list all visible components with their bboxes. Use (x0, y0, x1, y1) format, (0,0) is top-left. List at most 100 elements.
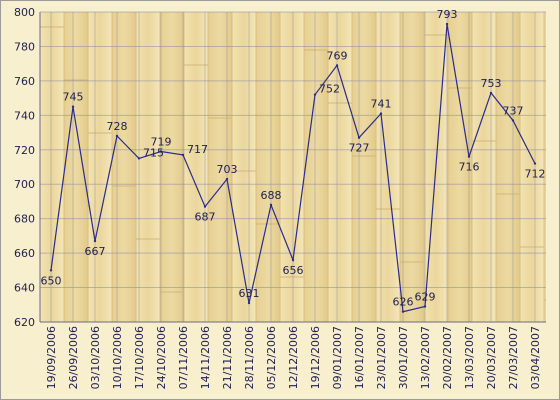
data-label: 753 (481, 77, 502, 90)
y-tick-label: 800 (14, 6, 35, 19)
plot-background (39, 12, 546, 322)
data-label: 667 (85, 245, 106, 258)
data-point (379, 112, 383, 115)
data-point (445, 22, 449, 26)
data-point (225, 177, 229, 181)
wood-plank (304, 12, 328, 322)
data-label: 626 (393, 296, 414, 309)
data-point (71, 105, 75, 108)
data-point (335, 64, 339, 67)
data-label: 793 (437, 8, 458, 21)
x-tick-label: 03/04/2007 (529, 326, 542, 389)
data-point (533, 162, 537, 165)
data-point (181, 153, 185, 157)
data-point (291, 258, 295, 262)
axes (39, 12, 546, 323)
y-tick-label: 760 (14, 75, 35, 88)
data-label: 717 (187, 143, 208, 156)
data-label: 728 (107, 120, 128, 133)
data-label: 712 (525, 168, 546, 181)
data-point (49, 269, 53, 272)
x-tick-label: 10/10/2006 (111, 326, 124, 389)
data-label: 741 (371, 98, 392, 111)
y-tick-label: 680 (14, 213, 35, 226)
data-label: 716 (459, 161, 480, 174)
y-tick-label: 780 (14, 40, 35, 53)
x-tick-label: 14/11/2006 (199, 326, 212, 389)
x-tick-label: 23/01/2007 (375, 326, 388, 389)
data-label: 719 (151, 136, 172, 149)
x-tick-label: 24/10/2006 (155, 326, 168, 389)
data-label: 631 (239, 287, 260, 300)
x-tick-label: 27/03/2007 (507, 326, 520, 389)
wood-plank (472, 12, 496, 322)
wood-plank (448, 12, 472, 322)
data-point (269, 203, 273, 207)
x-tick-label: 20/02/2007 (441, 326, 454, 389)
x-tick-label: 16/01/2007 (353, 326, 366, 389)
wood-plank (280, 12, 304, 322)
data-point (489, 91, 493, 95)
data-point (357, 136, 361, 139)
y-tick-label: 740 (14, 109, 35, 122)
data-label: 650 (41, 274, 62, 287)
x-tick-label: 13/03/2007 (463, 326, 476, 389)
x-tick-label: 28/11/2006 (243, 326, 256, 389)
x-tick-label: 12/12/2006 (287, 326, 300, 389)
data-point (401, 310, 405, 313)
data-point (313, 93, 317, 96)
y-axis-ticks: 620 640 660 680 700 720 740 760 780 800 (14, 6, 35, 329)
wood-plank (544, 12, 546, 322)
data-label: 703 (217, 163, 238, 176)
wood-plank (232, 12, 256, 322)
wood-plank (136, 12, 160, 322)
data-point (203, 205, 207, 208)
data-point (247, 301, 251, 305)
x-tick-label: 17/10/2006 (133, 326, 146, 389)
wood-plank (256, 12, 280, 322)
data-label: 687 (195, 211, 216, 224)
data-label: 656 (283, 264, 304, 277)
wood-plank (352, 12, 376, 322)
data-point (137, 157, 141, 160)
y-tick-label: 700 (14, 178, 35, 191)
data-label: 629 (415, 291, 436, 304)
wood-plank (112, 12, 136, 322)
wood-plank (496, 12, 520, 322)
data-point (467, 155, 471, 158)
y-tick-label: 640 (14, 282, 35, 295)
x-tick-label: 19/12/2006 (309, 326, 322, 389)
data-label: 769 (327, 49, 348, 62)
series-line-group (49, 22, 537, 313)
data-label: 727 (349, 142, 370, 155)
wood-plank (400, 12, 424, 322)
wood-plank (208, 12, 232, 322)
data-point (511, 119, 515, 122)
data-label: 737 (503, 105, 524, 118)
x-tick-label: 30/01/2007 (397, 326, 410, 389)
data-label: 715 (143, 146, 164, 159)
x-tick-label: 20/03/2007 (485, 326, 498, 389)
data-point (159, 150, 163, 153)
x-axis-ticks: 19/09/2006 26/09/2006 03/10/2006 10/10/2006… (45, 326, 542, 389)
x-tick-label: 13/02/2007 (419, 326, 432, 389)
data-label: 745 (63, 91, 84, 104)
wood-plank (88, 12, 112, 322)
x-tick-label: 26/09/2006 (67, 326, 80, 389)
wood-plank (520, 12, 544, 322)
data-point (93, 239, 97, 243)
x-tick-label: 03/10/2006 (89, 326, 102, 389)
y-tick-label: 660 (14, 247, 35, 260)
wood-plank (160, 12, 184, 322)
wood-plank (376, 12, 400, 322)
y-tick-label: 620 (14, 316, 35, 329)
x-tick-label: 09/01/2007 (331, 326, 344, 389)
wood-plank (328, 12, 352, 322)
x-tick-label: 07/11/2006 (177, 326, 190, 389)
x-tick-label: 05/12/2006 (265, 326, 278, 389)
x-tick-label: 21/11/2006 (221, 326, 234, 389)
data-point (115, 134, 119, 138)
y-tick-label: 720 (14, 144, 35, 157)
